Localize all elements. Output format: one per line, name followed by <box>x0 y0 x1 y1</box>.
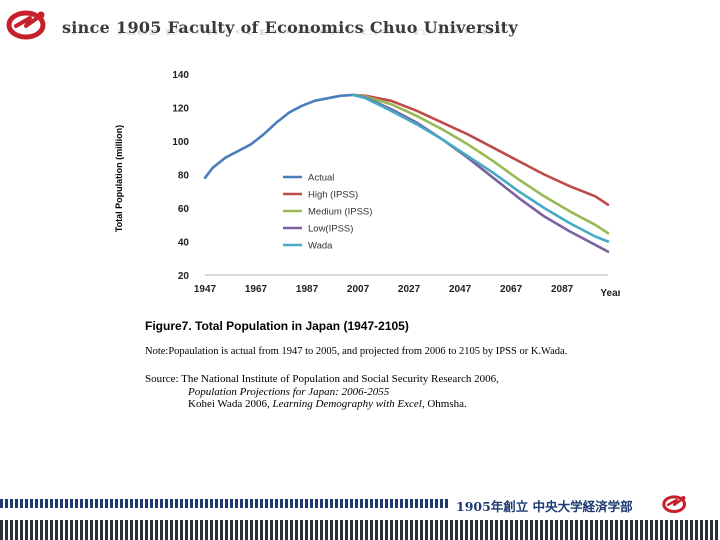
source-line-2: Population Projections for Japan: 2006-2… <box>188 385 390 398</box>
x-tick-label: 1987 <box>296 284 319 295</box>
header-title-reflection: since 1905 Faculty of Economics Chuo Uni… <box>62 27 504 36</box>
source-line-3-prefix: Kohei Wada 2006, <box>188 398 270 410</box>
figure-title: Figure7. Total Population in Japan (1947… <box>145 319 409 333</box>
y-tick-label: 100 <box>172 137 189 148</box>
chuo-logo-icon <box>6 10 46 40</box>
source-line-1: Source: The National Institute of Popula… <box>145 373 499 385</box>
legend-label: Actual <box>308 173 334 184</box>
legend-label: Low(IPSS) <box>308 224 353 235</box>
chart-axes: Total Population (million) 20 40 60 80 100 120… <box>114 70 620 299</box>
legend-label: Medium (IPSS) <box>308 207 372 218</box>
x-tick-label: 1947 <box>194 284 217 295</box>
chart-series <box>203 93 610 253</box>
x-tick-label: 2027 <box>398 284 421 295</box>
bottom-bar <box>0 520 720 540</box>
series-line-low-ipss- <box>351 93 610 253</box>
x-tick-label: 2007 <box>347 284 370 295</box>
y-tick-label: 120 <box>172 104 189 115</box>
series-line-medium-ipss- <box>351 93 610 235</box>
y-axis-label: Total Population (million) <box>114 125 124 232</box>
figure-note: Note:Popaulation is actual from 1947 to … <box>145 346 568 357</box>
legend-label: High (IPSS) <box>308 190 358 201</box>
y-tick-label: 20 <box>178 271 190 282</box>
y-tick-label: 60 <box>178 204 190 215</box>
y-tick-label: 80 <box>178 171 190 182</box>
y-tick-label: 40 <box>178 238 190 249</box>
series-line-high-ipss- <box>351 93 610 206</box>
x-tick-label: 2047 <box>449 284 472 295</box>
footer-stripe-bar <box>0 499 450 508</box>
series-line-wada <box>351 93 610 243</box>
legend-label: Wada <box>308 241 333 252</box>
header: since 1905 Faculty of Economics Chuo Uni… <box>0 0 720 60</box>
chart-legend: Actual High (IPSS) Medium (IPSS) Low(IPSS) W… <box>275 168 415 254</box>
header-title: since 1905 Faculty of Economics Chuo Uni… <box>62 18 518 37</box>
source-line-3-book: Learning Demography with Excel <box>272 398 422 410</box>
population-chart: Total Population (million) 20 40 60 80 100 120… <box>114 70 620 299</box>
x-tick-label: 1967 <box>245 284 268 295</box>
footer-logo-icon <box>662 495 687 514</box>
source-line-3: Kohei Wada 2006, Learning Demography wit… <box>145 398 499 411</box>
source-line-3-suffix: , Ohmsha. <box>421 398 467 410</box>
x-tick-label: 2087 <box>551 284 574 295</box>
x-axis-label: Year <box>600 288 620 299</box>
footer-text: 1905年創立 中央大学経済学部 <box>456 499 633 514</box>
figure-source: Source: The National Institute of Popula… <box>145 373 499 411</box>
y-tick-label: 140 <box>172 70 189 81</box>
series-line-actual <box>203 93 355 180</box>
x-tick-label: 2067 <box>500 284 523 295</box>
